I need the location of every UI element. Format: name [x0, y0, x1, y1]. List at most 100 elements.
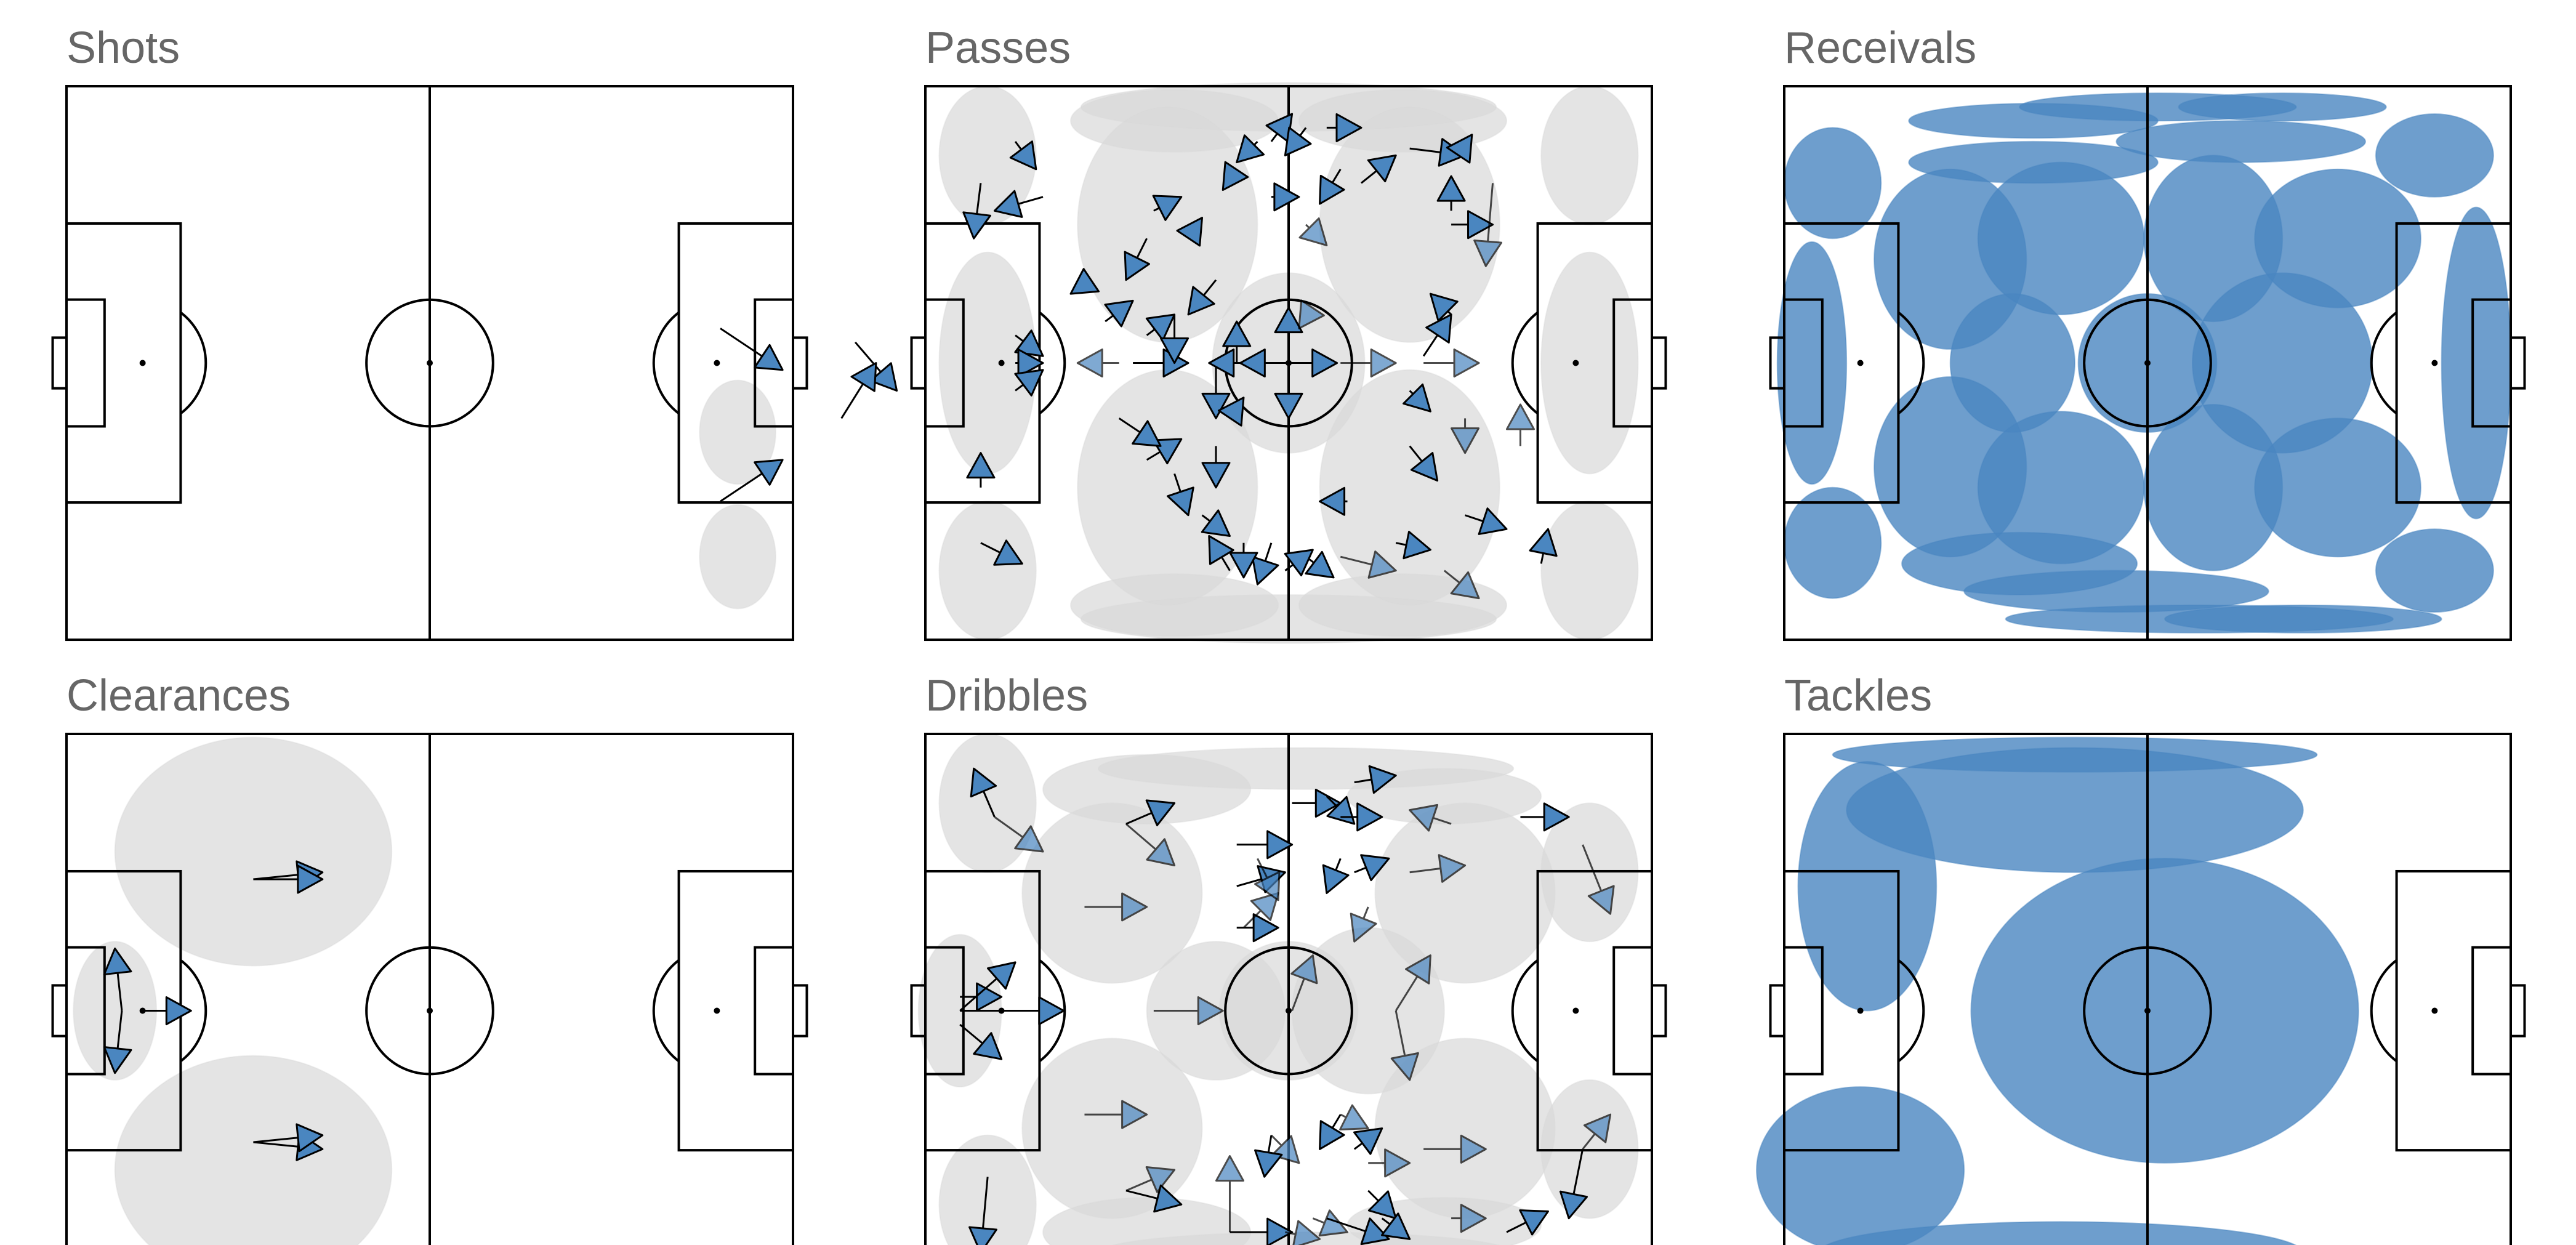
flow-arrow — [1290, 954, 1318, 1012]
zone-blob-layer — [73, 736, 393, 1245]
arrow-head — [1353, 1127, 1383, 1155]
arrow-head — [1187, 286, 1215, 316]
arrow-head — [1104, 299, 1134, 328]
centre-spot — [2144, 360, 2151, 366]
density-blob — [2254, 168, 2421, 308]
flow-arrow — [1465, 507, 1508, 535]
flow-arrow — [142, 996, 192, 1026]
flow-arrow — [720, 459, 784, 502]
flow-arrow — [1251, 542, 1279, 586]
flow-arrow — [1167, 473, 1194, 517]
panel-receivals: Receivals — [1769, 18, 2526, 642]
penalty-box-right — [677, 869, 794, 1152]
arrow-head — [1124, 251, 1150, 281]
pitch-markings — [51, 733, 808, 1245]
arrow-head — [296, 1123, 324, 1153]
flow-arrow — [1390, 1010, 1419, 1081]
pitch-markings — [1769, 85, 2526, 642]
six-yard-box-right — [754, 946, 794, 1076]
flow-arrow — [253, 864, 324, 894]
flow-arrow — [1125, 799, 1176, 826]
goal-left — [1769, 984, 1785, 1038]
flow-arrow — [720, 328, 784, 371]
arrow-head — [987, 961, 1016, 990]
arrow-head — [1014, 825, 1044, 853]
arrow-head — [1319, 1120, 1345, 1150]
arrow-head — [1587, 885, 1615, 915]
flow-arrow — [1014, 369, 1044, 397]
zone-blob — [1540, 501, 1639, 641]
flow-arrow — [1339, 1104, 1369, 1130]
arrow-head — [1360, 1217, 1390, 1245]
pitch-chart — [1756, 733, 2526, 1245]
six-yard-box-right — [1612, 946, 1653, 1076]
arrow-head — [1473, 240, 1503, 267]
arrow-head — [1266, 830, 1294, 860]
arrow-head — [1298, 217, 1328, 246]
arrow-head — [1367, 1190, 1397, 1220]
flow-arrow — [1443, 570, 1480, 600]
flow-arrow — [1340, 349, 1397, 378]
density-blob — [1970, 858, 2359, 1164]
density-blob — [1825, 1221, 2297, 1245]
flow-arrow — [1361, 154, 1397, 184]
arrow-head — [962, 211, 991, 240]
arrow-head — [1239, 349, 1266, 378]
flow-arrow — [1084, 1100, 1148, 1129]
arrow-head — [1367, 154, 1397, 183]
flow-arrow — [1319, 1114, 1345, 1150]
density-blob — [1977, 161, 2145, 315]
arrow-head — [1201, 392, 1231, 419]
flow-arrow — [1451, 418, 1480, 454]
arrow-head — [1145, 1166, 1176, 1193]
flow-arrow — [1473, 183, 1503, 267]
flow-arrow — [1529, 528, 1558, 564]
pitch-chart — [51, 85, 898, 642]
goal-left — [910, 336, 927, 390]
goal-right — [792, 984, 808, 1038]
flow-arrow — [1429, 292, 1459, 322]
arrow-head — [1017, 349, 1044, 378]
density-blob-layer — [1776, 92, 2512, 634]
arrow-head — [1254, 1149, 1283, 1178]
flow-arrow — [1176, 217, 1204, 247]
flow-arrow — [1353, 1127, 1383, 1155]
arrow-head — [1390, 1052, 1419, 1081]
arrow-head — [1409, 804, 1439, 832]
arrow-head — [1201, 462, 1231, 489]
flow-arrow — [1354, 854, 1390, 882]
arrow-head — [1368, 765, 1397, 794]
flow-arrow — [1409, 854, 1467, 883]
arrow-head — [1160, 337, 1189, 365]
flow-arrow — [1274, 363, 1303, 419]
arrow-head — [1254, 871, 1281, 901]
flow-arrow — [1104, 299, 1134, 328]
arrows-layer — [962, 113, 1558, 600]
arrow-head — [1208, 349, 1235, 378]
penalty-arc-right — [2370, 959, 2397, 1063]
arrow-head — [1370, 349, 1397, 378]
flow-arrow — [1319, 486, 1348, 516]
flow-arrow — [1505, 403, 1535, 446]
flow-arrow — [1230, 1217, 1294, 1245]
arrow-head — [1519, 1209, 1549, 1236]
penalty-spot-right — [1572, 1007, 1579, 1014]
flow-arrow — [1354, 765, 1397, 794]
arrow-head — [1251, 555, 1279, 586]
flow-arrow — [1215, 1155, 1244, 1233]
centre-circle — [1224, 946, 1353, 1076]
arrow-head — [1319, 174, 1345, 205]
flow-arrow — [1289, 349, 1338, 378]
flow-arrow — [1236, 134, 1265, 164]
density-blob — [1908, 140, 2159, 184]
arrow-head — [1038, 996, 1065, 1026]
centre-spot — [1286, 1007, 1292, 1014]
flow-arrow — [980, 539, 1023, 566]
pitch-chart — [1769, 85, 2526, 642]
arrow-head — [103, 1046, 132, 1074]
arrow-head — [1451, 427, 1480, 454]
flow-arrow — [1319, 169, 1345, 205]
flow-arrow — [959, 1023, 1003, 1060]
panel-dribbles: Dribbles — [910, 666, 1667, 1245]
goal-left — [51, 336, 68, 390]
